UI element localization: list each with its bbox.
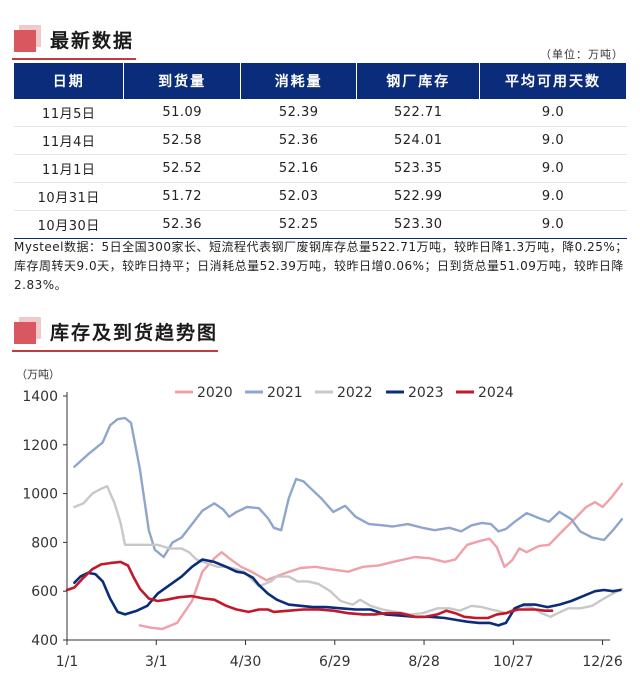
legend-label-2020: 2020 — [197, 385, 233, 401]
cell-days: 9.0 — [479, 126, 627, 155]
cell-arrivals: 52.36 — [123, 210, 241, 239]
y-tick-label: 1000 — [22, 487, 58, 503]
table-row: 10月31日 51.72 52.03 522.99 9.0 — [13, 182, 627, 211]
legend-label-2022: 2022 — [337, 385, 373, 401]
series-line-2021 — [73, 416, 624, 559]
x-tick-label: 12/26 — [582, 654, 622, 670]
cell-inventory: 524.01 — [356, 126, 480, 155]
section-underline — [12, 350, 218, 352]
table-row: 11月1日 52.52 52.16 523.35 9.0 — [13, 154, 627, 183]
y-axis-unit-label: （万吨） — [16, 368, 60, 381]
chart-axes: 400 600 800 1000 1200 1400 1/1 3/1 4/30 6/29 8/28 1… — [22, 389, 622, 670]
column-header-inventory: 钢厂库存 — [356, 63, 481, 99]
section-marker-icon — [14, 322, 36, 344]
table-row: 11月4日 52.58 52.36 524.01 9.0 — [13, 126, 627, 155]
table-row: 10月30日 52.36 52.25 523.30 9.0 — [13, 210, 627, 239]
latest-data-table: 日期 到货量 消耗量 钢厂库存 平均可用天数 11月5日 51.09 52.39… — [12, 63, 627, 239]
section-underline — [12, 58, 136, 60]
section-title-trend: 库存及到货趋势图 — [50, 321, 219, 344]
section-header-latest: 最新数据 — [12, 24, 136, 60]
cell-arrivals: 51.72 — [123, 182, 241, 211]
cell-arrivals: 52.52 — [123, 154, 241, 183]
cell-date: 11月4日 — [13, 126, 124, 155]
cell-days: 9.0 — [479, 182, 627, 211]
x-tick-label: 6/29 — [319, 654, 350, 670]
x-tick-label: 8/28 — [408, 654, 439, 670]
summary-text: Mysteel数据：5日全国300家长、短流程代表钢厂废钢库存总量522.71万… — [14, 240, 628, 292]
chart-series — [65, 416, 624, 631]
legend-label-2021: 2021 — [267, 385, 303, 401]
section-header-trend: 库存及到货趋势图 — [12, 316, 219, 352]
cell-date: 11月1日 — [13, 154, 124, 183]
cell-consumption: 52.39 — [240, 99, 357, 127]
series-line-2020 — [138, 482, 624, 631]
cell-consumption: 52.16 — [240, 154, 357, 183]
cell-days: 9.0 — [479, 210, 627, 239]
column-header-arrivals: 到货量 — [123, 63, 241, 99]
y-tick-label: 1200 — [22, 438, 58, 454]
series-line-2022 — [73, 485, 624, 618]
column-header-days: 平均可用天数 — [479, 63, 627, 99]
column-header-consumption: 消耗量 — [239, 63, 358, 99]
chart-legend: 2020 2021 2022 2023 2024 — [175, 385, 514, 401]
series-line-2023 — [73, 558, 622, 627]
cell-date: 10月30日 — [13, 210, 124, 239]
series-line-2024 — [65, 560, 554, 620]
cell-inventory: 522.99 — [356, 182, 480, 211]
cell-date: 10月31日 — [13, 182, 124, 211]
cell-days: 9.0 — [479, 154, 627, 183]
unit-note: （单位：万吨） — [540, 48, 624, 61]
cell-consumption: 52.36 — [240, 126, 357, 155]
legend-label-2024: 2024 — [478, 385, 514, 401]
cell-inventory: 523.30 — [356, 210, 480, 239]
section-title-latest: 最新数据 — [50, 29, 135, 52]
cell-date: 11月5日 — [13, 99, 124, 127]
x-tick-label: 1/1 — [56, 654, 79, 670]
y-tick-label: 400 — [31, 633, 58, 649]
cell-consumption: 52.25 — [240, 210, 357, 239]
column-header-date: 日期 — [12, 63, 125, 99]
y-tick-label: 600 — [31, 584, 58, 600]
cell-arrivals: 51.09 — [123, 99, 241, 127]
table-header-row: 日期 到货量 消耗量 钢厂库存 平均可用天数 — [12, 63, 627, 99]
y-tick-label: 1400 — [22, 389, 58, 405]
cell-inventory: 522.71 — [356, 99, 480, 127]
cell-inventory: 523.35 — [356, 154, 480, 183]
legend-label-2023: 2023 — [408, 385, 444, 401]
section-marker-icon — [14, 30, 36, 52]
y-tick-label: 800 — [31, 535, 58, 551]
cell-consumption: 52.03 — [240, 182, 357, 211]
x-tick-label: 4/30 — [230, 654, 261, 670]
x-tick-label: 10/27 — [493, 654, 533, 670]
cell-days: 9.0 — [479, 99, 627, 127]
x-tick-label: 3/1 — [145, 654, 168, 670]
cell-arrivals: 52.58 — [123, 126, 241, 155]
trend-chart: （万吨） 2020 2021 2022 2023 2024 400 600 800 1000 1… — [16, 368, 624, 670]
table-row: 11月5日 51.09 52.39 522.71 9.0 — [13, 99, 627, 127]
